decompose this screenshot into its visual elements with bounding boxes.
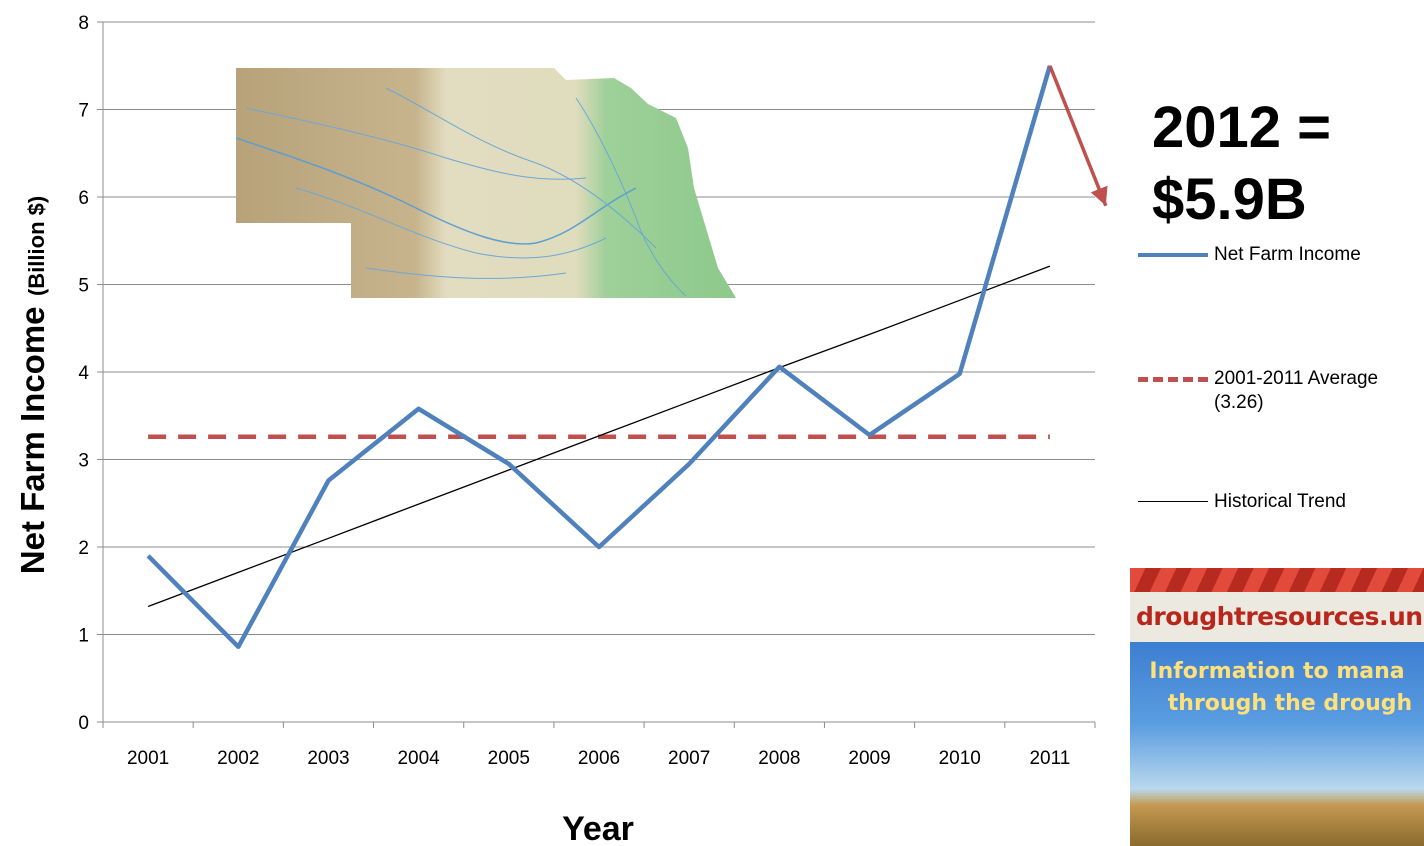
series-historical-trend [147, 265, 1051, 608]
y-tick-label: 8 [78, 13, 89, 34]
annotation-line-2: $5.9B [1152, 167, 1307, 232]
y-tick-label: 3 [78, 451, 89, 472]
banner-message-line-2: through the drough [1167, 691, 1413, 716]
legend-label-average: 2001-2011 Average (3.26) [1214, 367, 1378, 415]
y-tick-label: 7 [78, 101, 89, 122]
x-tick-label: 2008 [758, 748, 800, 769]
x-tick-label: 2011 [1029, 748, 1070, 769]
legend-swatch-average [1138, 377, 1208, 382]
axes [97, 21, 1096, 728]
legend-swatch-net-farm-income [1138, 253, 1208, 257]
legend-label-average-value: (3.26) [1214, 392, 1264, 413]
y-axis-label-unit: (Billion $) [24, 196, 49, 296]
series-lines [146, 65, 1053, 650]
x-tick-label: 2007 [668, 748, 710, 769]
y-tick-label: 2 [78, 538, 89, 559]
banner-field-image [1130, 642, 1424, 846]
series-net-farm-income [146, 65, 1053, 650]
x-tick-label: 2002 [217, 748, 259, 769]
legend-swatch-historical-trend [1138, 501, 1208, 502]
legend-label-net-farm-income: Net Farm Income [1214, 244, 1361, 265]
x-tick-label: 2003 [307, 748, 349, 769]
y-tick-label: 4 [78, 363, 89, 384]
banner-message-line-1: Information to mana [1149, 659, 1405, 684]
x-tick-label: 2009 [848, 748, 890, 769]
y-axis-label: Net Farm Income (Billion $) [14, 196, 51, 574]
banner-url-text[interactable]: droughtresources.un [1130, 592, 1424, 642]
x-tick-label: 2010 [939, 748, 981, 769]
y-axis-label-main: Net Farm Income [14, 306, 51, 574]
arrow-head [1090, 185, 1108, 206]
annotation-arrow [1048, 65, 1108, 207]
banner-message: Information to mana through the drough [1130, 656, 1424, 720]
y-tick-label: 6 [78, 188, 89, 209]
drought-resources-banner[interactable]: droughtresources.un Information to mana … [1130, 568, 1424, 846]
arrow-shaft [1048, 65, 1108, 207]
x-tick-label: 2005 [488, 748, 530, 769]
banner-stripe [1130, 568, 1424, 592]
x-tick-labels: 2001 2002 2003 2004 2005 2006 2007 2008 2009 2010… [127, 748, 1070, 769]
annotation-2012: 2012 = $5.9B [1152, 92, 1331, 236]
legend-label-historical-trend: Historical Trend [1214, 491, 1346, 512]
x-tick-label: 2006 [578, 748, 620, 769]
x-axis-label: Year [562, 810, 634, 846]
x-tick-label: 2001 [127, 748, 169, 769]
y-tick-label: 5 [78, 276, 89, 297]
legend-label-average-name: 2001-2011 Average [1214, 368, 1379, 389]
y-tick-labels: 0 1 2 3 4 5 6 7 8 [78, 13, 89, 734]
y-tick-label: 0 [78, 713, 89, 734]
y-tick-label: 1 [78, 626, 89, 647]
x-tick-label: 2004 [397, 748, 440, 769]
nebraska-map-image [236, 68, 736, 298]
annotation-line-1: 2012 = [1152, 95, 1332, 160]
